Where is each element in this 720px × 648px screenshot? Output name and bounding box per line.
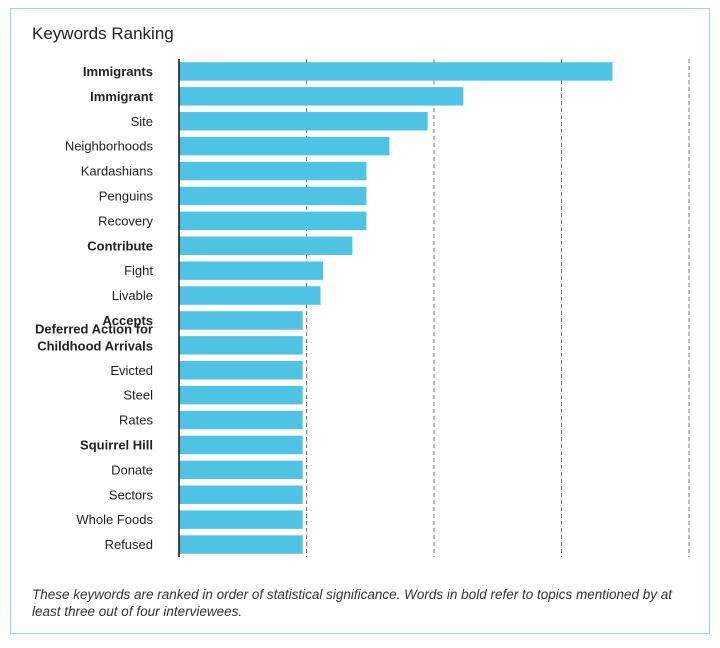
chart-caption: These keywords are ranked in order of st… — [32, 587, 673, 619]
category-label: Site — [131, 114, 153, 129]
category-label: Recovery — [98, 213, 153, 228]
bar-immigrant — [179, 87, 464, 106]
bar-recovery — [179, 211, 367, 231]
bar-deferred-action-for-childhood-arrivals — [179, 336, 303, 355]
bar-donate — [179, 460, 303, 480]
category-label: Penguins — [99, 188, 154, 203]
category-label: Accepts — [102, 313, 153, 328]
bar-steel — [179, 385, 303, 405]
bar-rates — [179, 410, 303, 430]
category-label: Fight — [124, 263, 153, 278]
bar-sectors — [179, 485, 303, 504]
category-label: Rates — [119, 413, 153, 428]
chart-title: Keywords Ranking — [32, 24, 174, 43]
bar-accepts — [179, 311, 303, 330]
bar-site — [179, 112, 428, 131]
category-label: Evicted — [110, 363, 153, 378]
category-label: Donate — [111, 462, 153, 477]
bar-fight — [179, 261, 324, 280]
category-label: Immigrant — [90, 89, 154, 104]
category-label: Refused — [105, 537, 153, 552]
bar-evicted — [179, 361, 303, 380]
category-label: Sectors — [109, 487, 154, 502]
category-label: Whole Foods — [76, 512, 153, 527]
category-label: Immigrants — [83, 64, 153, 79]
category-label: Squirrel Hill — [80, 437, 153, 452]
bar-livable — [179, 286, 321, 305]
chart-frame — [10, 8, 710, 634]
bar-neighborhoods — [179, 136, 390, 156]
bar-whole-foods — [179, 510, 303, 529]
category-label: Livable — [112, 288, 153, 303]
category-label: Steel — [123, 388, 153, 403]
category-label: Neighborhoods — [65, 139, 154, 154]
bar-refused — [179, 535, 303, 554]
category-label: Contribute — [87, 238, 153, 253]
category-label: Kardashians — [81, 164, 154, 179]
bar-kardashians — [179, 161, 367, 181]
bar-penguins — [179, 186, 367, 206]
bar-immigrants — [179, 62, 613, 81]
category-label: Deferred Action for Childhood Arrivals — [35, 321, 153, 353]
bar-squirrel-hill — [179, 435, 303, 455]
bar-contribute — [179, 236, 353, 255]
